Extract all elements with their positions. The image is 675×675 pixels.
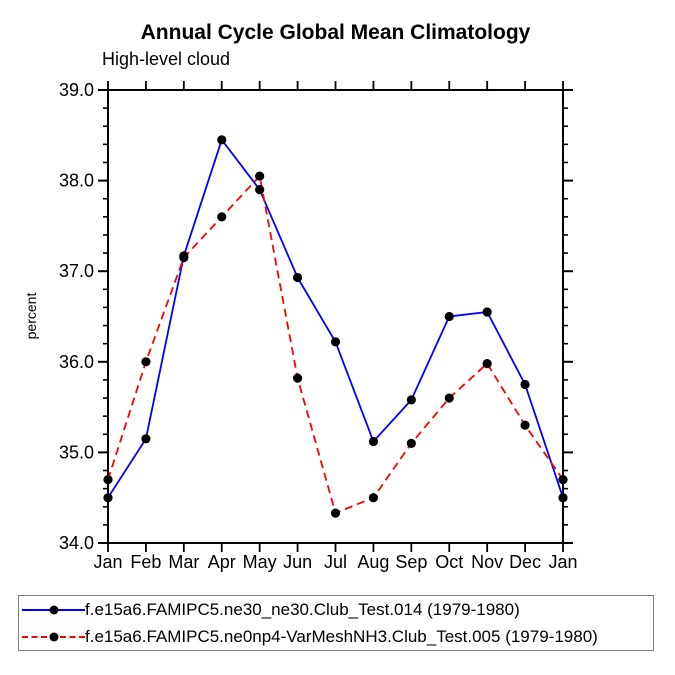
legend-key-series2 — [22, 632, 85, 642]
legend: f.e15a6.FAMIPC5.ne30_ne30.Club_Test.014 … — [18, 595, 654, 651]
x-axis-tick-label: Feb — [130, 552, 161, 572]
x-axis-tick-label: Jan — [93, 552, 122, 572]
x-axis-tick-label: May — [243, 552, 277, 572]
y-axis-tick-label: 38.0 — [59, 171, 94, 191]
data-point-marker-s1 — [330, 508, 341, 518]
x-axis-tick-label: Jul — [324, 552, 347, 572]
axis-frame — [107, 89, 564, 544]
data-point-marker-s1 — [217, 212, 227, 222]
data-point-marker-s1 — [368, 493, 379, 503]
x-axis-tick-label: Sep — [395, 552, 427, 572]
data-point-marker-s0 — [482, 307, 492, 317]
x-axis-tick-label: Nov — [471, 552, 503, 572]
data-point-marker-s0 — [103, 493, 113, 503]
data-point-marker-s0 — [330, 337, 341, 347]
data-point-marker-s1 — [141, 357, 151, 367]
legend-label: f.e15a6.FAMIPC5.ne0np4-VarMeshNH3.Club_T… — [85, 626, 598, 646]
data-point-marker-s1 — [558, 474, 568, 485]
y-axis-tick-label: 36.0 — [59, 352, 94, 372]
data-point-marker-s1 — [406, 438, 416, 448]
data-point-marker-s0 — [558, 493, 568, 503]
circle-marker-icon — [49, 605, 58, 614]
data-point-marker-s0 — [368, 436, 379, 447]
data-point-marker-s1 — [103, 474, 113, 485]
legend-label: f.e15a6.FAMIPC5.ne30_ne30.Club_Test.014 … — [85, 599, 520, 619]
circle-marker-icon — [49, 632, 58, 641]
x-axis-tick-label: Jan — [548, 552, 577, 572]
data-point-marker-s1 — [520, 420, 530, 430]
legend-item: f.e15a6.FAMIPC5.ne30_ne30.Club_Test.014 … — [19, 598, 653, 622]
data-point-marker-s0 — [444, 311, 454, 322]
y-axis-tick-label: 35.0 — [59, 442, 94, 462]
data-point-marker-s0 — [217, 135, 227, 145]
x-axis-tick-label: Mar — [168, 552, 199, 572]
legend-key-series1 — [22, 605, 85, 615]
y-axis-tick-label: 39.0 — [59, 80, 94, 100]
x-axis-tick-label: Dec — [509, 552, 541, 572]
y-axis-tick-label: 34.0 — [59, 533, 94, 553]
x-axis-tick-label: Aug — [357, 552, 389, 572]
data-point-marker-s0 — [141, 434, 151, 444]
data-point-marker-s1 — [179, 253, 189, 263]
data-point-marker-s0 — [292, 272, 303, 283]
x-axis-tick-label: Oct — [435, 552, 463, 572]
y-axis-tick-label: 37.0 — [59, 261, 94, 281]
data-point-marker-s1 — [292, 373, 303, 383]
data-point-marker-s0 — [255, 185, 265, 195]
data-point-marker-s0 — [520, 379, 530, 390]
chart-title: Annual Cycle Global Mean Climatology — [140, 21, 531, 44]
data-point-marker-s1 — [444, 393, 454, 403]
data-point-marker-s1 — [255, 171, 265, 181]
chart-subtitle: High-level cloud — [102, 49, 231, 69]
legend-item: f.e15a6.FAMIPC5.ne0np4-VarMeshNH3.Club_T… — [19, 625, 653, 649]
data-point-marker-s0 — [406, 395, 416, 405]
x-axis-tick-label: Jun — [283, 552, 312, 572]
series-line-0 — [107, 137, 564, 499]
data-point-marker-s1 — [482, 359, 492, 369]
x-axis-tick-label: Apr — [208, 552, 236, 572]
